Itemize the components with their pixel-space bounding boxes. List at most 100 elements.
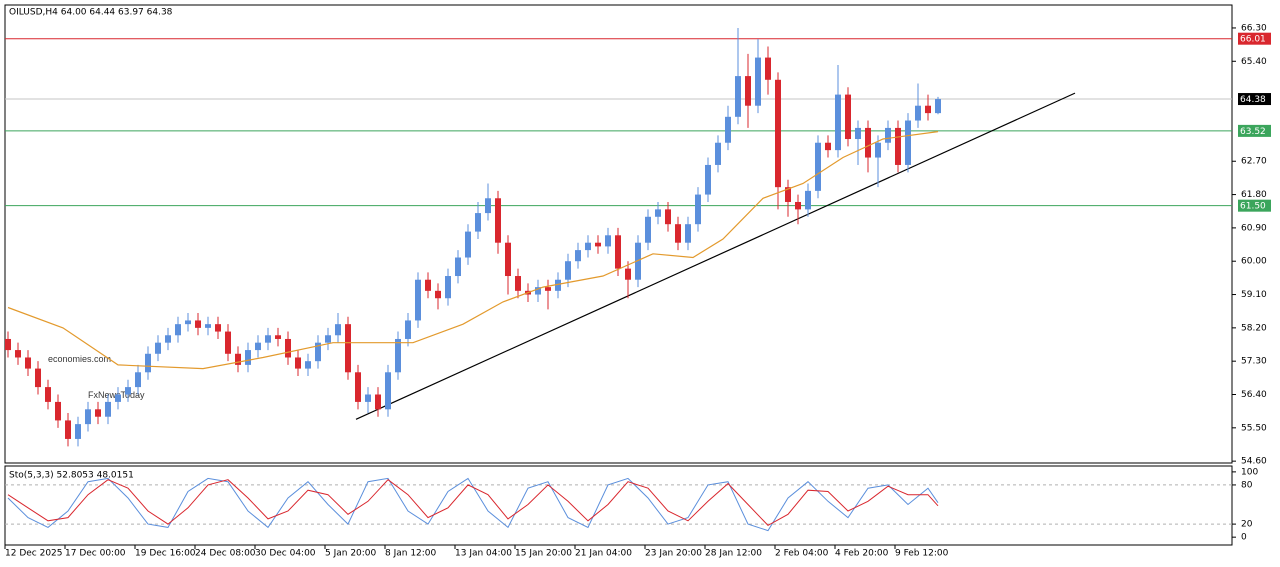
candle-body: [815, 142, 821, 191]
candle-body: [175, 324, 181, 336]
candle-body: [415, 279, 421, 321]
candle-body: [335, 324, 341, 336]
candle-body: [385, 372, 391, 410]
chart-title: OILUSD,H4 64.00 64.44 63.97 64.38: [9, 8, 173, 18]
candle-body: [265, 335, 271, 343]
price-level-label: 66.01: [1240, 35, 1266, 45]
main-frame: [4, 4, 1233, 464]
oscillator-line: [7, 479, 939, 527]
candle-body: [805, 190, 811, 210]
candle-body: [555, 279, 561, 291]
y-tick-label: 57.30: [1241, 357, 1267, 367]
candle-body: [895, 127, 901, 165]
candle-body: [95, 409, 101, 417]
candle-body: [485, 198, 491, 214]
candle-body: [685, 224, 691, 243]
candle-body: [735, 76, 741, 117]
candle-body: [75, 424, 81, 439]
price-level-tag: [1238, 124, 1271, 137]
candle-body: [585, 242, 591, 251]
candle-body: [345, 324, 351, 373]
y-tick-label: 66.30: [1241, 23, 1267, 33]
candle-body: [325, 335, 331, 343]
oscillator-frame: [4, 465, 1233, 546]
candle-body: [905, 120, 911, 165]
x-tick-label: 28 Jan 12:00: [705, 549, 762, 559]
candle-body: [395, 338, 401, 373]
candle-body: [615, 235, 621, 269]
candle-body: [65, 420, 71, 439]
y-tick-label: 65.40: [1241, 57, 1267, 67]
candle-body: [785, 187, 791, 202]
candle-body: [305, 361, 311, 369]
candle-body: [145, 353, 151, 373]
candle-body: [205, 324, 211, 328]
candle-body: [865, 127, 871, 158]
trendline: [355, 92, 1076, 420]
y-tick-label: 61.80: [1241, 190, 1267, 200]
candle-body: [715, 142, 721, 165]
x-tick-label: 9 Feb 12:00: [895, 549, 949, 559]
candle-body: [745, 76, 751, 106]
axes: 54.60 55.50 56.40 57.30 58.20 59.10 60.00 60.90…: [4, 23, 1271, 559]
candle-body: [475, 213, 481, 232]
candle-body: [455, 257, 461, 277]
candle-body: [645, 216, 651, 243]
candle-body: [465, 231, 471, 258]
candle-body: [185, 320, 191, 325]
candle-body: [85, 409, 91, 425]
candle-body: [825, 142, 831, 151]
y-tick-label: 60.00: [1241, 257, 1267, 267]
candle-body: [195, 320, 201, 328]
x-tick-label: 5 Jan 20:00: [325, 549, 377, 559]
candle-body: [295, 357, 301, 369]
candle-body: [855, 127, 861, 140]
price-level-label: 64.38: [1240, 95, 1266, 105]
candle-body: [435, 290, 441, 299]
candle-body: [275, 335, 281, 339]
candle-body: [155, 342, 161, 354]
candle-body: [285, 338, 291, 358]
candle-body: [655, 209, 661, 217]
oscillator-title: Sto(5,3,3) 52.8053 48.0151: [9, 471, 134, 481]
candle-body: [665, 209, 671, 225]
candle-body: [515, 276, 521, 291]
candle-body: [215, 324, 221, 332]
x-tick-label: 2 Feb 04:00: [775, 549, 829, 559]
candle-body: [245, 350, 251, 365]
price-level-tag: [1238, 199, 1271, 212]
candle-body: [835, 94, 841, 151]
candle-body: [915, 105, 921, 121]
x-tick-label: 8 Jan 12:00: [385, 549, 437, 559]
y-tick-label: 100: [1241, 467, 1258, 477]
y-tick-label: 60.90: [1241, 223, 1267, 233]
y-tick-label: 54.60: [1241, 457, 1267, 467]
x-tick-label: 30 Dec 04:00: [255, 549, 316, 559]
candle-body: [135, 372, 141, 388]
candle-body: [55, 401, 61, 421]
candle-body: [795, 201, 801, 210]
x-tick-label: 13 Jan 04:00: [455, 549, 512, 559]
x-tick-label: 24 Dec 08:00: [195, 549, 256, 559]
y-tick-label: 20: [1241, 520, 1253, 530]
candle-body: [165, 335, 171, 343]
candle-body: [5, 338, 11, 351]
candle-body: [445, 276, 451, 299]
candle-body: [235, 353, 241, 365]
candle-body: [35, 368, 41, 388]
candle-body: [45, 387, 51, 402]
watermark: economies.com: [48, 354, 111, 364]
candle-body: [375, 394, 381, 410]
candle-body: [505, 242, 511, 277]
candle-body: [595, 242, 601, 247]
candle-body: [495, 198, 501, 243]
x-tick-label: 4 Feb 20:00: [835, 549, 889, 559]
candle-body: [935, 99, 941, 114]
y-tick-label: 62.70: [1241, 157, 1267, 167]
candle-body: [565, 261, 571, 280]
candle-body: [695, 194, 701, 225]
candle-body: [925, 105, 931, 114]
y-tick-label: 56.40: [1241, 390, 1267, 400]
candle-body: [605, 235, 611, 247]
